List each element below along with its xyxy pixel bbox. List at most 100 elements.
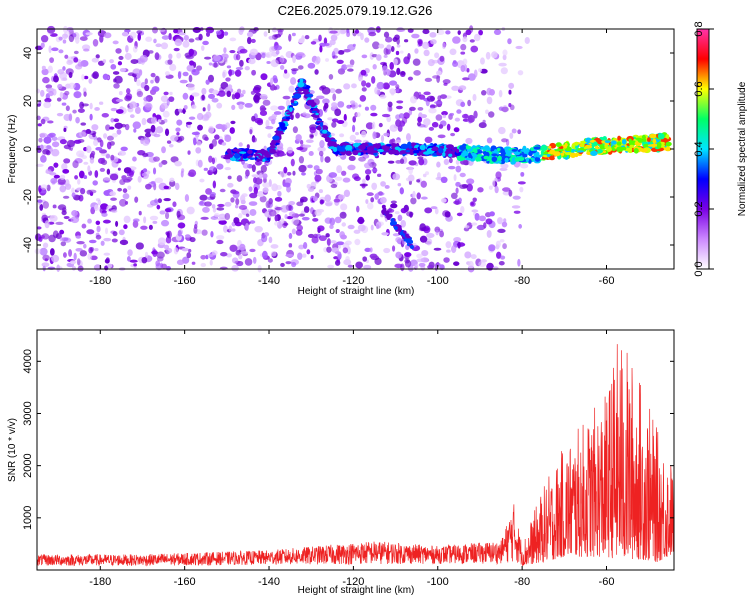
spectrogram-cell [119, 67, 126, 73]
spectrogram-cell [440, 176, 448, 184]
spectrogram-cell [441, 111, 448, 116]
spectrogram-cell [230, 120, 236, 125]
spectrogram-cell [421, 249, 429, 257]
spectrogram-cell [311, 236, 319, 244]
spectrogram-cell [180, 170, 184, 178]
signal-cell [570, 152, 576, 158]
spectrogram-cell [165, 247, 173, 254]
spectrogram-cell [260, 164, 267, 173]
spectrogram-cell [435, 262, 441, 267]
spectrogram-cell [277, 190, 282, 197]
spectrogram-cell [118, 150, 127, 156]
spectrogram-cell [417, 116, 423, 123]
spectrogram-cell [62, 39, 67, 44]
spectrogram-cell [166, 140, 172, 144]
spectrogram-cell [76, 258, 81, 266]
spectrogram-cell [329, 88, 336, 94]
spectrogram-cell [91, 124, 99, 131]
signal-cell [375, 145, 381, 149]
spectrogram-cell [359, 95, 367, 102]
spectrogram-cell [328, 172, 338, 178]
colorbar-tick-label: 0.8 [693, 21, 705, 36]
spectrogram-cell [150, 72, 156, 78]
spectrogram-cell [235, 66, 244, 71]
spectrogram-cell [122, 188, 128, 193]
spectrogram-cell [207, 74, 215, 83]
spectrogram-cell [66, 60, 73, 66]
spectrogram-cell [467, 114, 475, 123]
spectrogram-cell [211, 157, 215, 165]
spectrogram-cell [210, 231, 214, 238]
spectrogram-cell [445, 30, 451, 35]
signal-cell [646, 137, 651, 143]
spectrogram-cell [302, 144, 312, 148]
spectrogram-cell [362, 178, 366, 184]
spectrogram-cell [427, 59, 435, 67]
spectrogram-cell [446, 249, 451, 253]
spectrogram-cell [262, 99, 271, 106]
spectrogram-cell [73, 57, 79, 63]
spectrogram-cell [145, 132, 152, 138]
spectrogram-cell [198, 33, 203, 41]
x-tick-label: -120 [342, 275, 364, 287]
spectrogram-cell [74, 175, 79, 180]
spectrogram-cell [102, 59, 107, 64]
spectrogram-cell [130, 59, 139, 64]
spectrogram-cell [148, 224, 153, 230]
spectrogram-cell [334, 251, 342, 255]
spectrogram-cell [212, 89, 219, 95]
spectrogram-cell [101, 212, 108, 217]
spectrogram-cell [215, 30, 222, 36]
spectrogram-cell [49, 214, 58, 222]
spectrogram-cell [80, 122, 87, 126]
spectrogram-cell [470, 45, 479, 53]
signal-cell [664, 146, 672, 152]
spectrogram-cell [94, 107, 100, 111]
spectrogram-cell [365, 199, 369, 205]
spectrogram-cell [398, 113, 405, 119]
colorbar-tick-label: 0.0 [693, 261, 705, 276]
x-tick-label: -140 [258, 576, 280, 588]
spectrogram-cell [290, 68, 299, 72]
spectrogram-cell [268, 197, 273, 205]
spectrogram-cell [473, 33, 481, 42]
spectrogram-cell [376, 81, 385, 90]
spectrogram-cell [491, 51, 498, 59]
spectrogram-cell [224, 167, 231, 171]
signal-cell [382, 152, 386, 156]
spectrogram-cell [118, 55, 124, 61]
spectrogram-cell [85, 32, 93, 36]
spectrogram-cell [160, 42, 169, 50]
spectrogram-cell [39, 247, 48, 256]
spectrogram-cell [517, 258, 521, 267]
signal-cell [583, 146, 588, 150]
spectrogram-cell [361, 80, 367, 87]
spectrogram-cell [460, 51, 466, 55]
spectrogram-cell [354, 238, 361, 246]
spectrogram-cell [49, 57, 55, 63]
spectrogram-cell [168, 53, 173, 60]
spectrogram-cell [245, 213, 250, 218]
spectrogram-cell [105, 153, 111, 159]
spectrogram-cell [366, 192, 374, 197]
spectrogram-cell [53, 162, 59, 168]
spectrogram-cell [83, 75, 89, 80]
spectrogram-cell [273, 45, 283, 51]
signal-cell [476, 153, 484, 158]
spectrogram-cell [48, 91, 54, 97]
spectrogram-cell [188, 248, 192, 253]
spectrogram-cell [297, 65, 304, 70]
spectrogram-cell [400, 207, 407, 214]
spectrogram-cell [451, 245, 457, 254]
spectrogram-cell [201, 229, 208, 236]
spectrogram-cell [104, 227, 109, 235]
y-tick-label: -40 [22, 237, 34, 253]
spectrogram-cell [186, 121, 193, 125]
spectrogram-cell [291, 217, 300, 226]
signal-cell [604, 140, 611, 144]
spectrogram-cell [143, 216, 147, 224]
spectrogram-cell [43, 101, 52, 109]
spectrogram-cell [261, 234, 268, 243]
x-tick-label: -120 [342, 576, 364, 588]
spectrogram-cell [160, 95, 169, 103]
